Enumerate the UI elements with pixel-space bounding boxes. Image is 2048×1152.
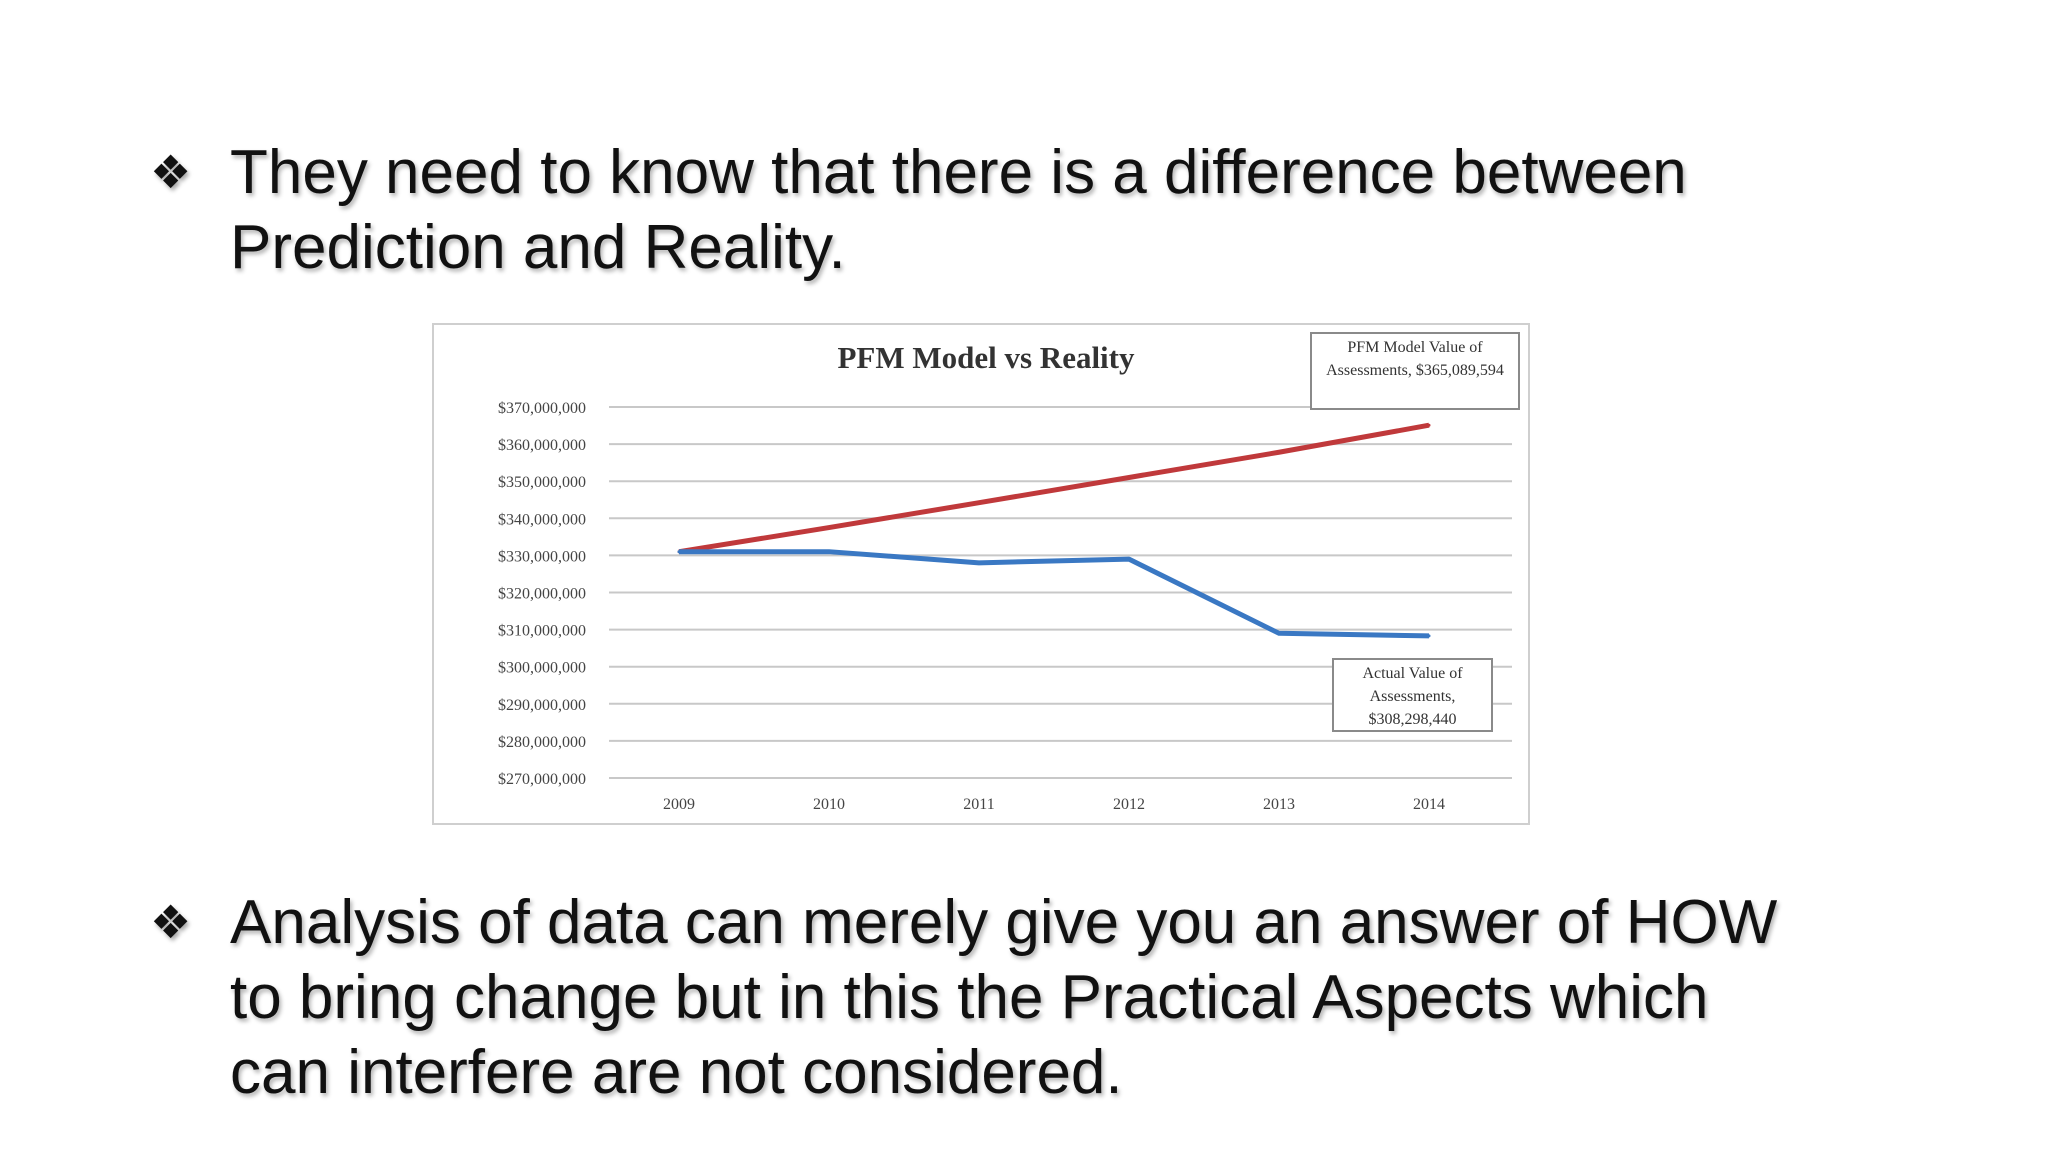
x-tick-label: 2014 — [1413, 796, 1445, 813]
diamond-bullet-icon: ❖ — [150, 895, 192, 949]
data-point — [1277, 631, 1281, 635]
model-value-callout: PFM Model Value of Assessments, $365,089… — [1310, 332, 1520, 410]
y-tick-label: $330,000,000 — [498, 548, 586, 565]
x-tick-label: 2013 — [1263, 796, 1295, 813]
data-point — [1277, 450, 1281, 454]
actual-value-callout: Actual Value of Assessments, $308,298,44… — [1332, 658, 1493, 732]
y-tick-label: $350,000,000 — [498, 474, 586, 491]
data-point — [1427, 423, 1431, 427]
data-point — [1127, 557, 1131, 561]
series-line-1 — [678, 422, 1430, 555]
data-point — [827, 526, 831, 530]
data-point — [827, 550, 831, 554]
x-tick-label: 2011 — [963, 796, 994, 813]
y-tick-label: $340,000,000 — [498, 511, 586, 528]
bullet-1-text: They need to know that there is a differ… — [230, 138, 1687, 282]
data-point — [677, 550, 681, 554]
data-point — [977, 561, 981, 565]
data-point — [1427, 634, 1431, 638]
y-tick-label: $370,000,000 — [498, 400, 586, 417]
chart-frame: PFM Model vs Reality $370,000,000 $360,00… — [432, 323, 1530, 825]
line-chart: PFM Model vs Reality $370,000,000 $360,00… — [498, 340, 1512, 813]
y-tick-label: $290,000,000 — [498, 697, 586, 714]
series-line-2 — [679, 549, 1430, 639]
x-tick-label: 2010 — [813, 796, 845, 813]
chart-title: PFM Model vs Reality — [837, 340, 1135, 375]
data-point — [1127, 475, 1131, 479]
x-tick-label: 2012 — [1113, 796, 1145, 813]
y-tick-label: $310,000,000 — [498, 623, 586, 640]
x-tick-label: 2009 — [663, 796, 695, 813]
bullet-2: ❖ Analysis of data can merely give you a… — [150, 885, 1910, 1110]
y-tick-label: $320,000,000 — [498, 586, 586, 603]
y-tick-label: $280,000,000 — [498, 734, 586, 751]
y-tick-label: $300,000,000 — [498, 660, 586, 677]
bullet-2-text: Analysis of data can merely give you an … — [230, 888, 1778, 1107]
y-tick-label: $270,000,000 — [498, 771, 586, 788]
diamond-bullet-icon: ❖ — [150, 145, 192, 199]
bullet-1: ❖ They need to know that there is a diff… — [150, 135, 1910, 285]
data-point — [977, 501, 981, 505]
y-tick-label: $360,000,000 — [498, 437, 586, 454]
